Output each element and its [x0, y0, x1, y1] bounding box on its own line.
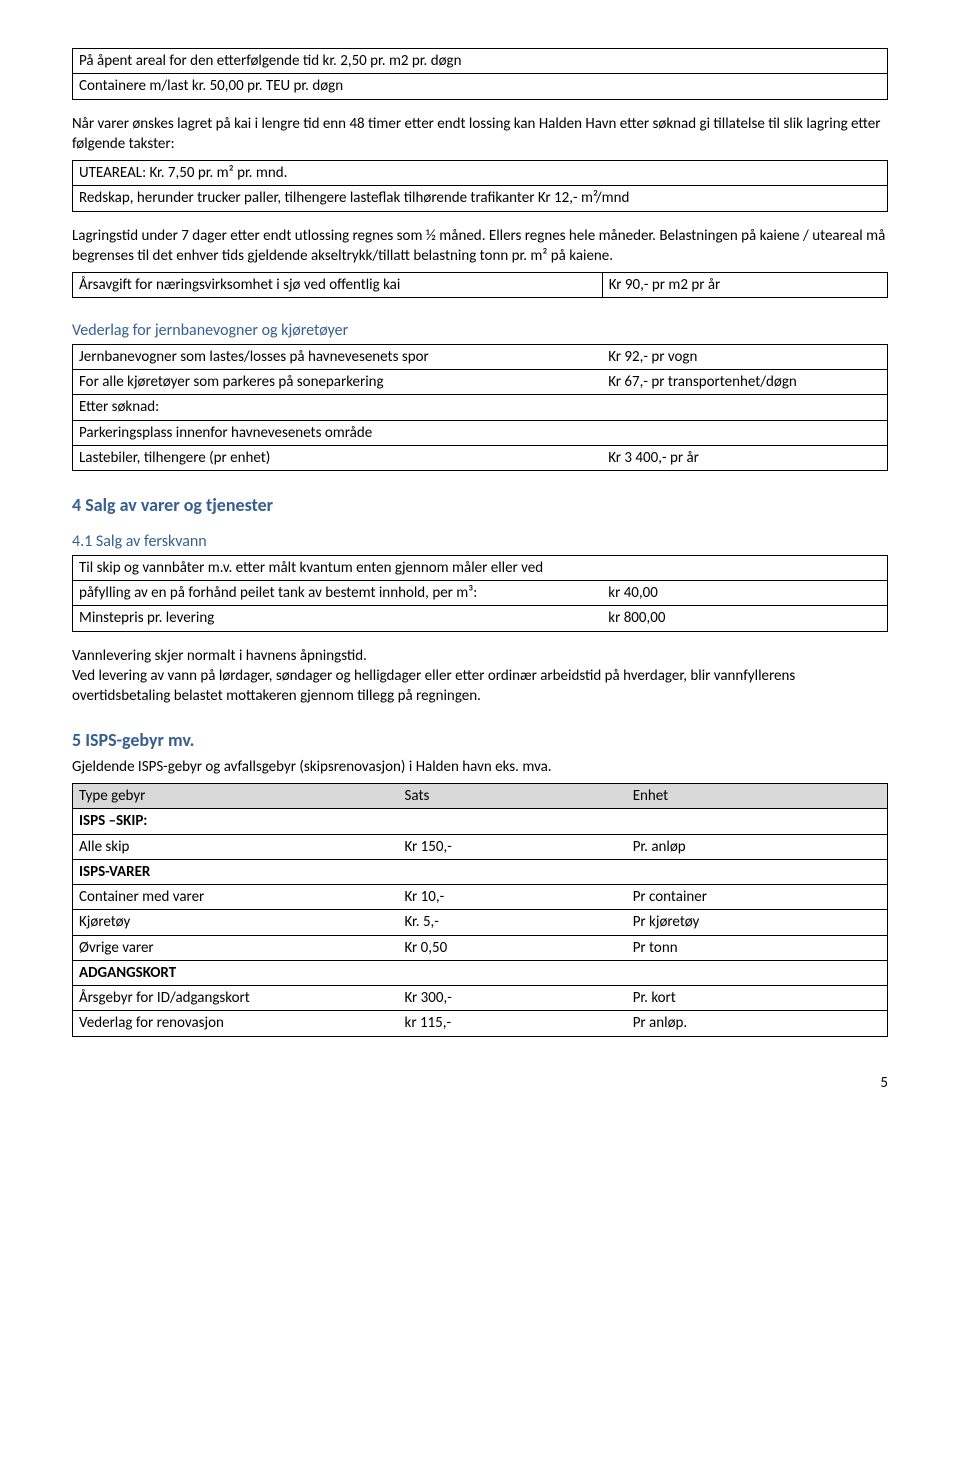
table-cell: Kr. 5,- — [399, 910, 627, 935]
table-cell: Kr 0,50 — [399, 935, 627, 960]
table-vederlag: Jernbanevogner som lastes/losses på havn… — [72, 344, 888, 471]
table-cell: Kr 3 400,- pr år — [602, 445, 887, 470]
table-cell: Øvrige varer — [73, 935, 399, 960]
table-header-cell: Type gebyr — [73, 784, 399, 809]
table-open-area: På åpent areal for den etterfølgende tid… — [72, 48, 888, 100]
paragraph: Gjeldende ISPS-gebyr og avfallsgebyr (sk… — [72, 757, 888, 777]
table-cell — [627, 809, 888, 834]
table-cell: Vederlag for renovasjon — [73, 1011, 399, 1036]
table-cell: kr 115,- — [399, 1011, 627, 1036]
table-cell: Pr kjøretøy — [627, 910, 888, 935]
table-cell: kr 40,00 — [602, 581, 887, 606]
table-cell — [399, 960, 627, 985]
table-cell: påfylling av en på forhånd peilet tank a… — [73, 581, 603, 606]
table-cell — [602, 555, 887, 580]
paragraph: Lagringstid under 7 dager etter endt utl… — [72, 226, 888, 267]
paragraph: Vannlevering skjer normalt i havnens åpn… — [72, 646, 888, 666]
table-cell: Til skip og vannbåter m.v. etter målt kv… — [73, 555, 603, 580]
table-cell: kr 800,00 — [602, 606, 887, 631]
paragraph: Når varer ønskes lagret på kai i lengre … — [72, 114, 888, 155]
table-cell: Container med varer — [73, 885, 399, 910]
table-cell: Containere m/last kr. 50,00 pr. TEU pr. … — [73, 74, 888, 99]
table-cell: UTEAREAL: Kr. 7,50 pr. m² pr. mnd. — [73, 161, 888, 186]
heading-section4-1: 4.1 Salg av ferskvann — [72, 531, 888, 553]
table-cell: Kr 300,- — [399, 986, 627, 1011]
table-cell: Pr anløp. — [627, 1011, 888, 1036]
table-header-cell: Enhet — [627, 784, 888, 809]
table-cell: For alle kjøretøyer som parkeres på sone… — [73, 370, 603, 395]
table-cell: Redskap, herunder trucker paller, tilhen… — [73, 186, 888, 211]
table-cell: ISPS –SKIP: — [73, 809, 399, 834]
table-cell: ISPS-VARER — [73, 859, 399, 884]
table-cell: Alle skip — [73, 834, 399, 859]
table-cell: Kjøretøy — [73, 910, 399, 935]
table-cell — [627, 859, 888, 884]
table-cell: På åpent areal for den etterfølgende tid… — [73, 49, 888, 74]
paragraph: Ved levering av vann på lørdager, søndag… — [72, 666, 888, 707]
table-cell: Parkeringsplass innenfor havnevesenets o… — [73, 420, 603, 445]
table-cell: Pr container — [627, 885, 888, 910]
table-cell: Etter søknad: — [73, 395, 603, 420]
table-cell — [602, 395, 887, 420]
table-cell: Pr. anløp — [627, 834, 888, 859]
page-number: 5 — [72, 1073, 888, 1093]
table-cell: Pr tonn — [627, 935, 888, 960]
table-cell: Kr 90,- pr m2 pr år — [602, 273, 887, 298]
heading-section5: 5 ISPS-gebyr mv. — [72, 728, 888, 752]
table-cell: Jernbanevogner som lastes/losses på havn… — [73, 344, 603, 369]
table-cell — [602, 420, 887, 445]
table-ferskvann: Til skip og vannbåter m.v. etter målt kv… — [72, 555, 888, 632]
table-uteareal: UTEAREAL: Kr. 7,50 pr. m² pr. mnd. Redsk… — [72, 160, 888, 212]
table-cell: ADGANGSKORT — [73, 960, 399, 985]
table-isps: Type gebyrSatsEnhetISPS –SKIP:Alle skipK… — [72, 783, 888, 1037]
table-cell — [399, 809, 627, 834]
table-cell: Kr 150,- — [399, 834, 627, 859]
table-cell: Årsgebyr for ID/adgangskort — [73, 986, 399, 1011]
table-cell: Minstepris pr. levering — [73, 606, 603, 631]
table-cell: Kr 67,- pr transportenhet/døgn — [602, 370, 887, 395]
table-cell: Kr 10,- — [399, 885, 627, 910]
heading-section4: 4 Salg av varer og tjenester — [72, 493, 888, 517]
table-cell — [399, 859, 627, 884]
table-cell: Pr. kort — [627, 986, 888, 1011]
table-cell: Lastebiler, tilhengere (pr enhet) — [73, 445, 603, 470]
table-arsavgift: Årsavgift for næringsvirksomhet i sjø ve… — [72, 272, 888, 298]
table-cell: Kr 92,- pr vogn — [602, 344, 887, 369]
table-header-cell: Sats — [399, 784, 627, 809]
heading-vederlag: Vederlag for jernbanevogner og kjøretøye… — [72, 320, 888, 342]
table-cell — [627, 960, 888, 985]
table-cell: Årsavgift for næringsvirksomhet i sjø ve… — [73, 273, 603, 298]
